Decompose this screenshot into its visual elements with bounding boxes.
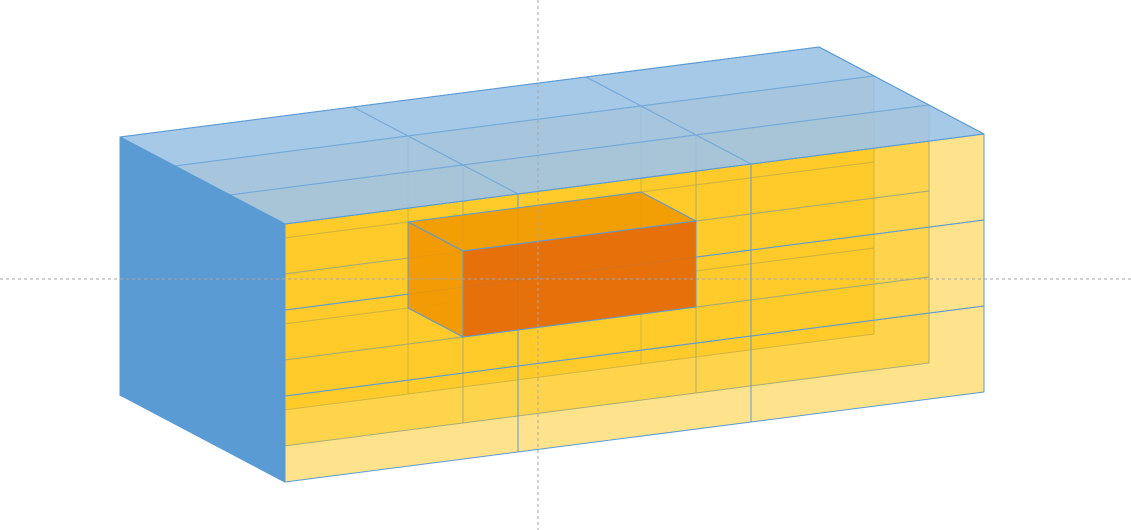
highlight-block-front-face bbox=[462, 220, 697, 338]
stack-left-shell bbox=[119, 136, 286, 483]
box-stack bbox=[119, 46, 985, 483]
